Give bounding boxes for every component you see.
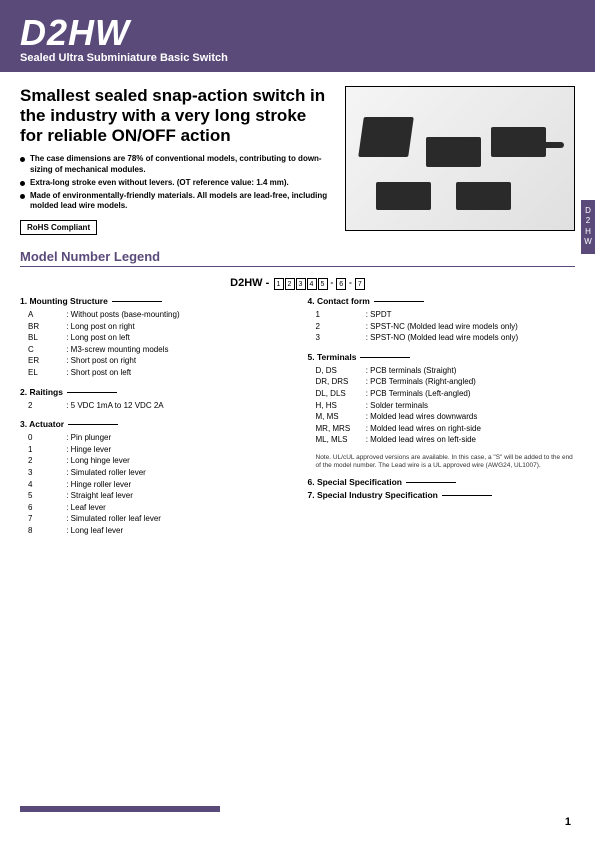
legend-item: ML, MLS : Molded lead wires on left-side bbox=[316, 434, 576, 446]
legend-item: BR : Long post on right bbox=[28, 321, 288, 333]
group-title: 2. Raitings bbox=[20, 387, 288, 397]
legend-item: 8 : Long leaf lever bbox=[28, 525, 288, 537]
group-note: Note. UL/cUL approved versions are avail… bbox=[316, 454, 576, 471]
footer-accent bbox=[20, 806, 220, 812]
group-items: 2 : 5 VDC 1mA to 12 VDC 2A bbox=[28, 400, 288, 412]
legend-item: EL : Short post on left bbox=[28, 367, 288, 379]
legend-box: 5 bbox=[318, 278, 328, 290]
bullet: Extra-long stroke even without levers. (… bbox=[20, 178, 333, 189]
section-title: Model Number Legend bbox=[20, 249, 575, 267]
bullet: Made of environmentally-friendly materia… bbox=[20, 191, 333, 213]
side-tab-char: H bbox=[581, 227, 595, 237]
legend-item: 5 : Straight leaf lever bbox=[28, 490, 288, 502]
legend-prefix: D2HW - bbox=[230, 277, 269, 289]
legend-item: C : M3-screw mounting models bbox=[28, 344, 288, 356]
page-number: 1 bbox=[565, 816, 571, 828]
legend-item: H, HS : Solder terminals bbox=[316, 400, 576, 412]
legend-item: ER : Short post on right bbox=[28, 355, 288, 367]
group-title: 3. Actuator bbox=[20, 419, 288, 429]
legend-item: DL, DLS : PCB Terminals (Left-angled) bbox=[316, 388, 576, 400]
side-tab-char: D bbox=[581, 206, 595, 216]
legend-item: 0 : Pin plunger bbox=[28, 432, 288, 444]
legend-item: 4 : Hinge roller lever bbox=[28, 479, 288, 491]
legend-boxes: 1 2 3 4 5 - 6 - 7 bbox=[274, 278, 365, 290]
group-title: 7. Special Industry Specification bbox=[308, 490, 576, 500]
legend-item: 6 : Leaf lever bbox=[28, 502, 288, 514]
legend-item: A : Without posts (base-mounting) bbox=[28, 309, 288, 321]
legend-right-col: 4. Contact form 1 : SPDT2 : SPST-NC (Mold… bbox=[308, 296, 576, 545]
group-title: 4. Contact form bbox=[308, 296, 576, 306]
legend-box: 7 bbox=[355, 278, 365, 290]
product-code: D2HW bbox=[20, 12, 575, 54]
group-items: A : Without posts (base-mounting)BR : Lo… bbox=[28, 309, 288, 379]
header-band: D2HW Sealed Ultra Subminiature Basic Swi… bbox=[0, 0, 595, 72]
legend-box: 6 bbox=[336, 278, 346, 290]
legend-item: 1 : Hinge lever bbox=[28, 444, 288, 456]
legend-left-col: 1. Mounting Structure A : Without posts (… bbox=[20, 296, 288, 545]
hero: Smallest sealed snap-action switch in th… bbox=[20, 86, 575, 235]
side-tab-char: W bbox=[581, 237, 595, 247]
group-items: 0 : Pin plunger1 : Hinge lever2 : Long h… bbox=[28, 432, 288, 536]
side-tab: D 2 H W bbox=[581, 200, 595, 254]
legend-item: BL : Long post on left bbox=[28, 332, 288, 344]
headline: Smallest sealed snap-action switch in th… bbox=[20, 86, 333, 146]
legend-item: 2 : Long hinge lever bbox=[28, 455, 288, 467]
product-subtitle: Sealed Ultra Subminiature Basic Switch bbox=[20, 52, 575, 64]
group-items: 1 : SPDT2 : SPST-NC (Molded lead wire mo… bbox=[316, 309, 576, 344]
side-tab-char: 2 bbox=[581, 216, 595, 226]
group-items: D, DS : PCB terminals (Straight)DR, DRS … bbox=[316, 365, 576, 446]
legend-box: 4 bbox=[307, 278, 317, 290]
product-image bbox=[345, 86, 575, 231]
legend-item: MR, MRS : Molded lead wires on right-sid… bbox=[316, 423, 576, 435]
legend-item: DR, DRS : PCB Terminals (Right-angled) bbox=[316, 376, 576, 388]
legend-item: 1 : SPDT bbox=[316, 309, 576, 321]
legend-box: 1 bbox=[274, 278, 284, 290]
legend-item: 3 : Simulated roller lever bbox=[28, 467, 288, 479]
legend: D2HW - 1 2 3 4 5 - 6 - 7 1. Mounting Str… bbox=[20, 277, 575, 544]
legend-box: 3 bbox=[296, 278, 306, 290]
legend-box: 2 bbox=[285, 278, 295, 290]
legend-item: 2 : SPST-NC (Molded lead wire models onl… bbox=[316, 321, 576, 333]
group-title: 5. Terminals bbox=[308, 352, 576, 362]
legend-item: 7 : Simulated roller leaf lever bbox=[28, 513, 288, 525]
feature-bullets: The case dimensions are 78% of conventio… bbox=[20, 154, 333, 212]
rohs-badge: RoHS Compliant bbox=[20, 220, 97, 235]
legend-item: M, MS : Molded lead wires downwards bbox=[316, 411, 576, 423]
legend-item: 2 : 5 VDC 1mA to 12 VDC 2A bbox=[28, 400, 288, 412]
legend-item: 3 : SPST-NO (Molded lead wire models onl… bbox=[316, 332, 576, 344]
group-title: 6. Special Specification bbox=[308, 477, 576, 487]
legend-item: D, DS : PCB terminals (Straight) bbox=[316, 365, 576, 377]
bullet: The case dimensions are 78% of conventio… bbox=[20, 154, 333, 176]
group-title: 1. Mounting Structure bbox=[20, 296, 288, 306]
